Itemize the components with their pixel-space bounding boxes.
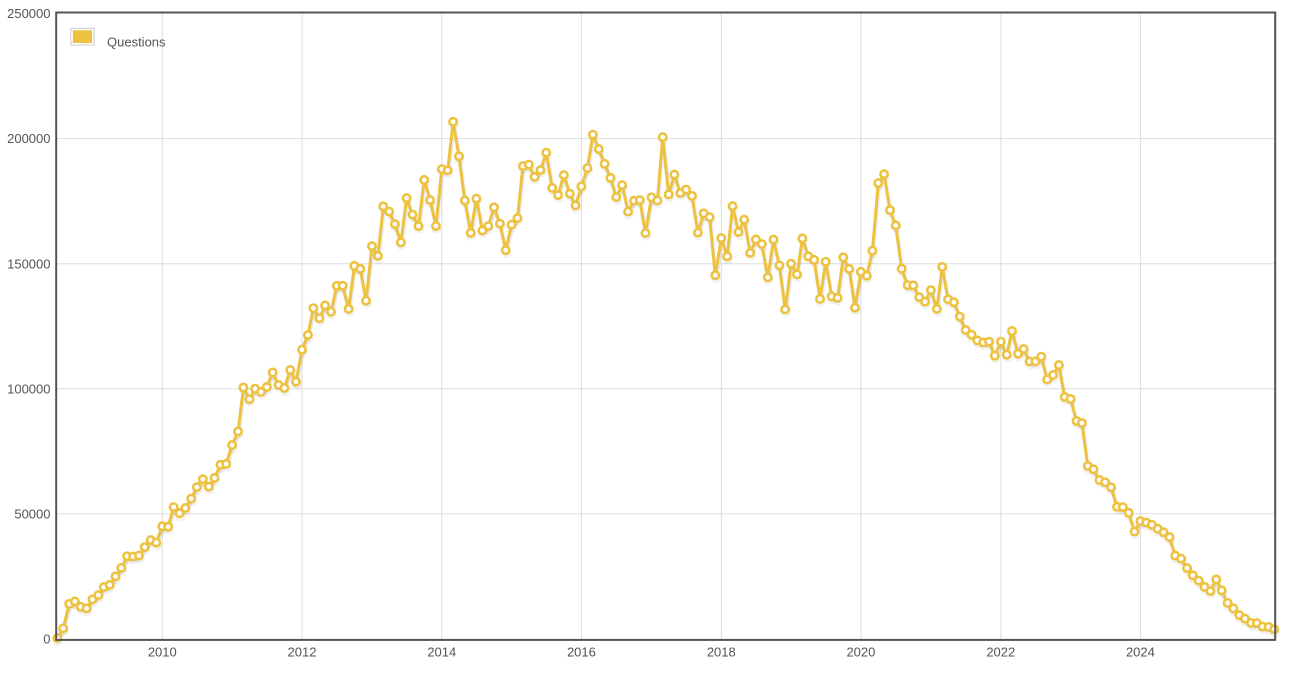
svg-text:2014: 2014 xyxy=(427,645,456,660)
svg-text:100000: 100000 xyxy=(7,381,50,396)
svg-text:2010: 2010 xyxy=(148,645,177,660)
svg-text:0: 0 xyxy=(43,632,50,647)
svg-text:200000: 200000 xyxy=(7,131,50,146)
svg-text:250000: 250000 xyxy=(7,6,50,21)
svg-text:2022: 2022 xyxy=(986,645,1015,660)
svg-text:Questions: Questions xyxy=(107,35,166,50)
svg-text:2012: 2012 xyxy=(288,645,317,660)
svg-text:2024: 2024 xyxy=(1126,645,1155,660)
svg-text:2016: 2016 xyxy=(567,645,596,660)
svg-text:150000: 150000 xyxy=(7,256,50,271)
svg-text:50000: 50000 xyxy=(14,506,50,521)
svg-text:2018: 2018 xyxy=(707,645,736,660)
svg-text:2020: 2020 xyxy=(846,645,875,660)
